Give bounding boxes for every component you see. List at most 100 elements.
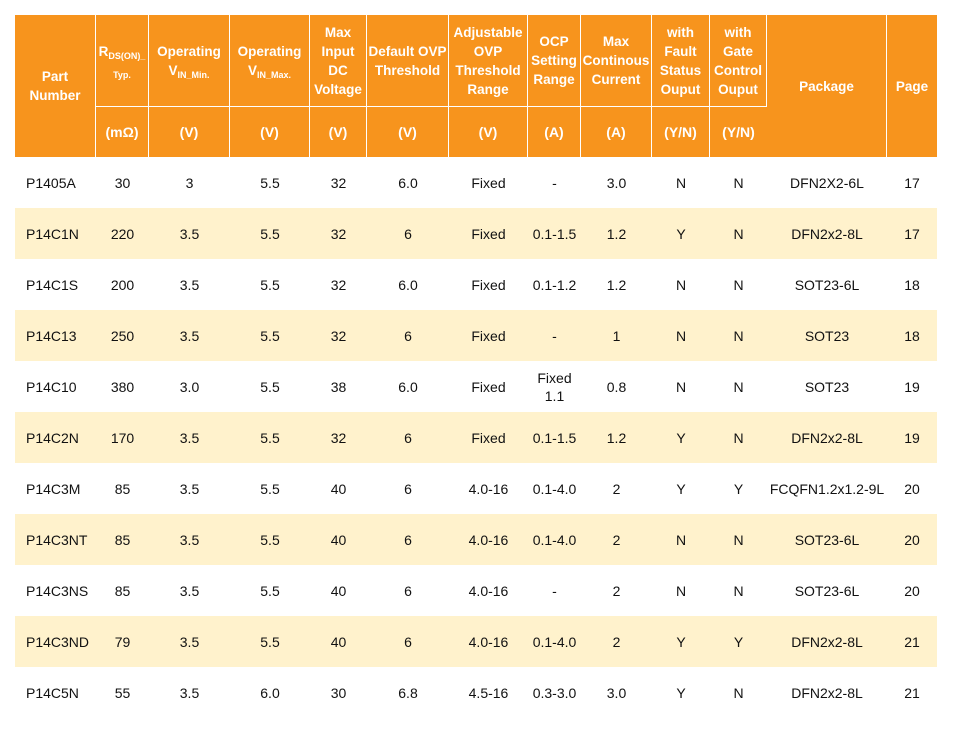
- cell-part-number: P14C2N: [15, 412, 96, 463]
- cell-ocp-range: 0.1-1.5: [528, 208, 581, 259]
- header-vin-max-main: Operating V: [237, 43, 302, 78]
- table-row: P14C10 380 3.0 5.5 38 6.0 Fixed Fixed 1.1 0.8 N N S…: [15, 361, 937, 412]
- cell-max-current: 3.0: [581, 157, 652, 208]
- cell-max-input-voltage: 30: [310, 667, 367, 718]
- cell-vin-max: 5.5: [230, 157, 310, 208]
- cell-adjustable-ovp: 4.0-16: [449, 565, 528, 616]
- table-row: P14C3NS 85 3.5 5.5 40 6 4.0-16-2 N N SOT23-6L 20: [15, 565, 937, 616]
- cell-max-current: 1: [581, 310, 652, 361]
- unit-row: (mΩ) (V) (V) (V) (V) (V) (A) (A) (Y/N) (…: [15, 106, 937, 157]
- cell-rds-on: 85: [96, 514, 149, 565]
- cell-vin-min: 3.5: [149, 667, 230, 718]
- cell-fault-status: Y: [652, 463, 710, 514]
- header-rds-main: R: [98, 43, 109, 59]
- cell-max-input-voltage: 32: [310, 412, 367, 463]
- cell-package: SOT23: [767, 361, 887, 412]
- cell-adjustable-ovp: Fixed: [449, 310, 528, 361]
- header-vin-min-sub: IN_Min.: [177, 69, 210, 80]
- cell-vin-min: 3.5: [149, 412, 230, 463]
- unit-rds: (mΩ): [96, 106, 149, 157]
- table-row: P14C2N 170 3.5 5.5 32 6 Fixed 0.1-1.5 1.2 Y N DFN2x…: [15, 412, 937, 463]
- table-row: P14C3ND 79 3.5 5.5 40 6 4.0-16 0.1-4.0 2 Y Y DFN2x2…: [15, 616, 937, 667]
- cell-max-current: 2: [581, 565, 652, 616]
- unit-fault-status: (Y/N): [652, 106, 710, 157]
- cell-fault-status: N: [652, 565, 710, 616]
- cell-max-current: 1.2: [581, 412, 652, 463]
- cell-max-input-voltage: 38: [310, 361, 367, 412]
- cell-rds-on: 380: [96, 361, 149, 412]
- cell-default-ovp: 6.0: [367, 157, 449, 208]
- header-vin-max: Operating VIN_Max.: [230, 15, 310, 106]
- cell-vin-max: 5.5: [230, 412, 310, 463]
- table-row: P14C5N 55 3.5 6.0 30 6.8 4.5-16 0.3-3.0 3.0 Y N DFN…: [15, 667, 937, 718]
- cell-gate-control: N: [710, 310, 767, 361]
- table-body: P1405A 30 3 5.5 32 6.0 Fixed -3.0 N N DFN2X2-6L 17 P…: [15, 157, 937, 718]
- cell-page: 17: [887, 157, 937, 208]
- cell-fault-status: Y: [652, 208, 710, 259]
- cell-fault-status: N: [652, 157, 710, 208]
- cell-max-input-voltage: 32: [310, 259, 367, 310]
- cell-max-current: 1.2: [581, 208, 652, 259]
- header-vin-min: Operating VIN_Min.: [149, 15, 230, 106]
- cell-max-current: 1.2: [581, 259, 652, 310]
- cell-default-ovp: 6: [367, 412, 449, 463]
- cell-package: DFN2X2-6L: [767, 157, 887, 208]
- cell-rds-on: 170: [96, 412, 149, 463]
- cell-ocp-range: 0.1-4.0: [528, 514, 581, 565]
- unit-default-ovp: (V): [367, 106, 449, 157]
- cell-page: 18: [887, 310, 937, 361]
- header-page: Page: [887, 15, 937, 157]
- cell-max-current: 2: [581, 616, 652, 667]
- unit-ocp: (A): [528, 106, 581, 157]
- header-max-current: Max Continous Current: [581, 15, 652, 106]
- product-selection-table: Part Number RDS(ON)_ Typ. Operating VIN_…: [15, 15, 937, 718]
- cell-adjustable-ovp: Fixed: [449, 361, 528, 412]
- cell-page: 20: [887, 463, 937, 514]
- header-row: Part Number RDS(ON)_ Typ. Operating VIN_…: [15, 15, 937, 157]
- table-row: P14C3NT 85 3.5 5.5 40 6 4.0-16 0.1-4.0 2 N N SOT23-…: [15, 514, 937, 565]
- cell-rds-on: 79: [96, 616, 149, 667]
- unit-vin-min: (V): [149, 106, 230, 157]
- header-vin-min-main: Operating V: [157, 43, 221, 78]
- cell-adjustable-ovp: 4.5-16: [449, 667, 528, 718]
- cell-vin-max: 5.5: [230, 514, 310, 565]
- cell-page: 18: [887, 259, 937, 310]
- cell-default-ovp: 6: [367, 565, 449, 616]
- header-fault-status: with Fault Status Ouput: [652, 15, 710, 106]
- cell-gate-control: N: [710, 412, 767, 463]
- table-row: P14C1S 200 3.5 5.5 32 6.0 Fixed 0.1-1.2 1.2 N N SOT…: [15, 259, 937, 310]
- cell-vin-max: 5.5: [230, 616, 310, 667]
- cell-default-ovp: 6: [367, 616, 449, 667]
- cell-rds-on: 220: [96, 208, 149, 259]
- cell-adjustable-ovp: 4.0-16: [449, 514, 528, 565]
- header-rds-on: RDS(ON)_ Typ.: [96, 15, 149, 106]
- header-ocp-range: OCP Setting Range: [528, 15, 581, 106]
- cell-fault-status: Y: [652, 412, 710, 463]
- cell-ocp-range: -: [528, 157, 581, 208]
- cell-default-ovp: 6.0: [367, 361, 449, 412]
- cell-fault-status: Y: [652, 616, 710, 667]
- cell-package: DFN2x2-8L: [767, 208, 887, 259]
- cell-vin-max: 5.5: [230, 565, 310, 616]
- cell-vin-min: 3: [149, 157, 230, 208]
- table-row: P14C13 250 3.5 5.5 32 6 Fixed -1 N N SOT23 18: [15, 310, 937, 361]
- cell-part-number: P14C3ND: [15, 616, 96, 667]
- cell-gate-control: N: [710, 208, 767, 259]
- cell-gate-control: N: [710, 565, 767, 616]
- cell-package: SOT23-6L: [767, 565, 887, 616]
- cell-gate-control: Y: [710, 616, 767, 667]
- cell-ocp-range: 0.1-1.5: [528, 412, 581, 463]
- cell-rds-on: 55: [96, 667, 149, 718]
- cell-ocp-range: 0.3-3.0: [528, 667, 581, 718]
- cell-part-number: P14C13: [15, 310, 96, 361]
- cell-fault-status: N: [652, 310, 710, 361]
- cell-vin-max: 5.5: [230, 259, 310, 310]
- cell-fault-status: Y: [652, 667, 710, 718]
- cell-max-input-voltage: 32: [310, 208, 367, 259]
- unit-adjustable-ovp: (V): [449, 106, 528, 157]
- cell-ocp-range: -: [528, 565, 581, 616]
- cell-package: DFN2x2-8L: [767, 616, 887, 667]
- table-row: P14C1N 220 3.5 5.5 32 6 Fixed 0.1-1.5 1.2 Y N DFN2x…: [15, 208, 937, 259]
- cell-part-number: P14C3M: [15, 463, 96, 514]
- cell-gate-control: N: [710, 361, 767, 412]
